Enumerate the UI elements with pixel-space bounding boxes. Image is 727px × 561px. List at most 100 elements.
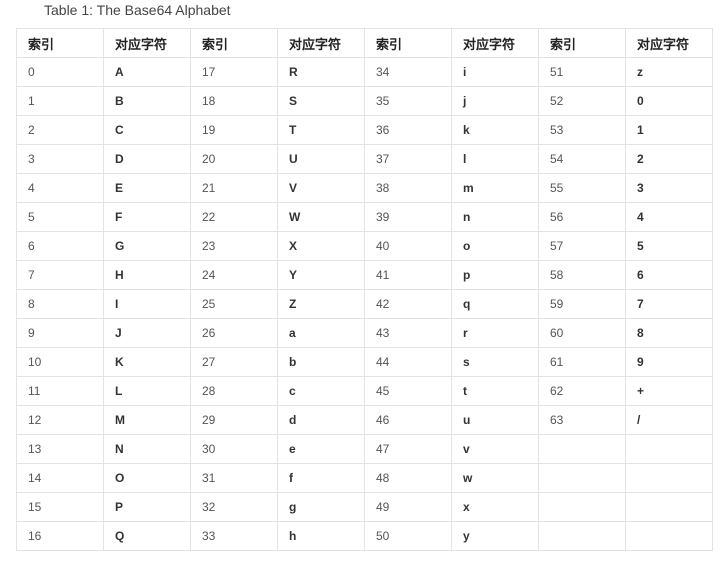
index-cell: 13 (16, 434, 104, 464)
index-cell: 36 (364, 115, 452, 145)
index-cell: 34 (364, 57, 452, 87)
index-cell: 51 (538, 57, 626, 87)
index-cell: 47 (364, 434, 452, 464)
index-cell: 44 (364, 347, 452, 377)
table-row: 2 C 19 T 36 k 53 1 (16, 115, 713, 145)
char-cell: b (277, 347, 365, 377)
char-cell: 9 (625, 347, 713, 377)
char-cell: 6 (625, 260, 713, 290)
char-cell: y (451, 521, 539, 551)
char-cell: z (625, 57, 713, 87)
index-cell (538, 434, 626, 464)
table-row: 1 B 18 S 35 j 52 0 (16, 86, 713, 116)
index-cell: 37 (364, 144, 452, 174)
table-row: 12 M 29 d 46 u 63/ (16, 405, 713, 435)
base64-alphabet-table: 索引 对应字符 索引 对应字符 索引 对应字符 索引 对应字符 0 A 17 R 34 i… (16, 28, 713, 551)
char-cell: m (451, 173, 539, 203)
index-cell: 27 (190, 347, 278, 377)
index-cell: 41 (364, 260, 452, 290)
char-cell: v (451, 434, 539, 464)
char-cell: p (451, 260, 539, 290)
char-cell: Q (103, 521, 191, 551)
char-cell: s (451, 347, 539, 377)
index-cell: 11 (16, 376, 104, 406)
char-cell: 0 (625, 86, 713, 116)
table-row: 5 F 22 W 39 n 56 4 (16, 202, 713, 232)
char-cell: N (103, 434, 191, 464)
char-cell: I (103, 289, 191, 319)
index-cell: 38 (364, 173, 452, 203)
index-cell: 39 (364, 202, 452, 232)
index-cell: 57 (538, 231, 626, 261)
char-cell: Z (277, 289, 365, 319)
index-cell: 32 (190, 492, 278, 522)
index-cell: 33 (190, 521, 278, 551)
char-cell: h (277, 521, 365, 551)
header-index: 索引 (364, 28, 452, 58)
index-cell: 52 (538, 86, 626, 116)
char-cell: j (451, 86, 539, 116)
char-cell: 4 (625, 202, 713, 232)
char-cell: x (451, 492, 539, 522)
index-cell: 22 (190, 202, 278, 232)
header-row: 索引 对应字符 索引 对应字符 索引 对应字符 索引 对应字符 (16, 28, 713, 58)
index-cell (538, 492, 626, 522)
char-cell (625, 521, 713, 551)
char-cell: l (451, 144, 539, 174)
table-row: 11 L 28 c 45 t 62 + (16, 376, 713, 406)
header-char: 对应字符 (451, 28, 539, 58)
index-cell: 23 (190, 231, 278, 261)
index-cell: 40 (364, 231, 452, 261)
index-cell: 54 (538, 144, 626, 174)
char-cell: K (103, 347, 191, 377)
header-index: 索引 (190, 28, 278, 58)
table-row: 6 G 23 X 40 o 57 5 (16, 231, 713, 261)
header-char: 对应字符 (103, 28, 191, 58)
char-cell: X (277, 231, 365, 261)
char-cell: H (103, 260, 191, 290)
char-cell: f (277, 463, 365, 493)
table-row: 9 J 26 a 43 r 60 8 (16, 318, 713, 348)
char-cell: S (277, 86, 365, 116)
index-cell: 29 (190, 405, 278, 435)
char-cell (625, 492, 713, 522)
table-row: 0 A 17 R 34 i 51 z (16, 57, 713, 87)
index-cell: 1 (16, 86, 104, 116)
char-cell: E (103, 173, 191, 203)
char-cell (625, 434, 713, 464)
index-cell: 31 (190, 463, 278, 493)
index-cell: 55 (538, 173, 626, 203)
index-cell: 59 (538, 289, 626, 319)
index-cell: 16 (16, 521, 104, 551)
char-cell: R (277, 57, 365, 87)
index-cell: 21 (190, 173, 278, 203)
char-cell: 5 (625, 231, 713, 261)
index-cell: 12 (16, 405, 104, 435)
index-cell: 6 (16, 231, 104, 261)
char-cell: 8 (625, 318, 713, 348)
char-cell: r (451, 318, 539, 348)
char-cell: D (103, 144, 191, 174)
index-cell: 8 (16, 289, 104, 319)
index-cell: 0 (16, 57, 104, 87)
header-index: 索引 (16, 28, 104, 58)
index-cell: 56 (538, 202, 626, 232)
char-cell: Y (277, 260, 365, 290)
char-cell: U (277, 144, 365, 174)
table-row: 10 K 27 b 44 s 61 9 (16, 347, 713, 377)
index-cell: 42 (364, 289, 452, 319)
table-row: 7 H 24 Y 41 p 58 6 (16, 260, 713, 290)
char-cell: q (451, 289, 539, 319)
char-cell: G (103, 231, 191, 261)
char-cell: M (103, 405, 191, 435)
index-cell: 49 (364, 492, 452, 522)
char-cell: T (277, 115, 365, 145)
index-cell: 4 (16, 173, 104, 203)
index-cell: 45 (364, 376, 452, 406)
table-row: 4 E 21 V 38 m 55 3 (16, 173, 713, 203)
char-cell: J (103, 318, 191, 348)
index-cell: 46 (364, 405, 452, 435)
char-cell: e (277, 434, 365, 464)
char-cell: d (277, 405, 365, 435)
index-cell: 61 (538, 347, 626, 377)
